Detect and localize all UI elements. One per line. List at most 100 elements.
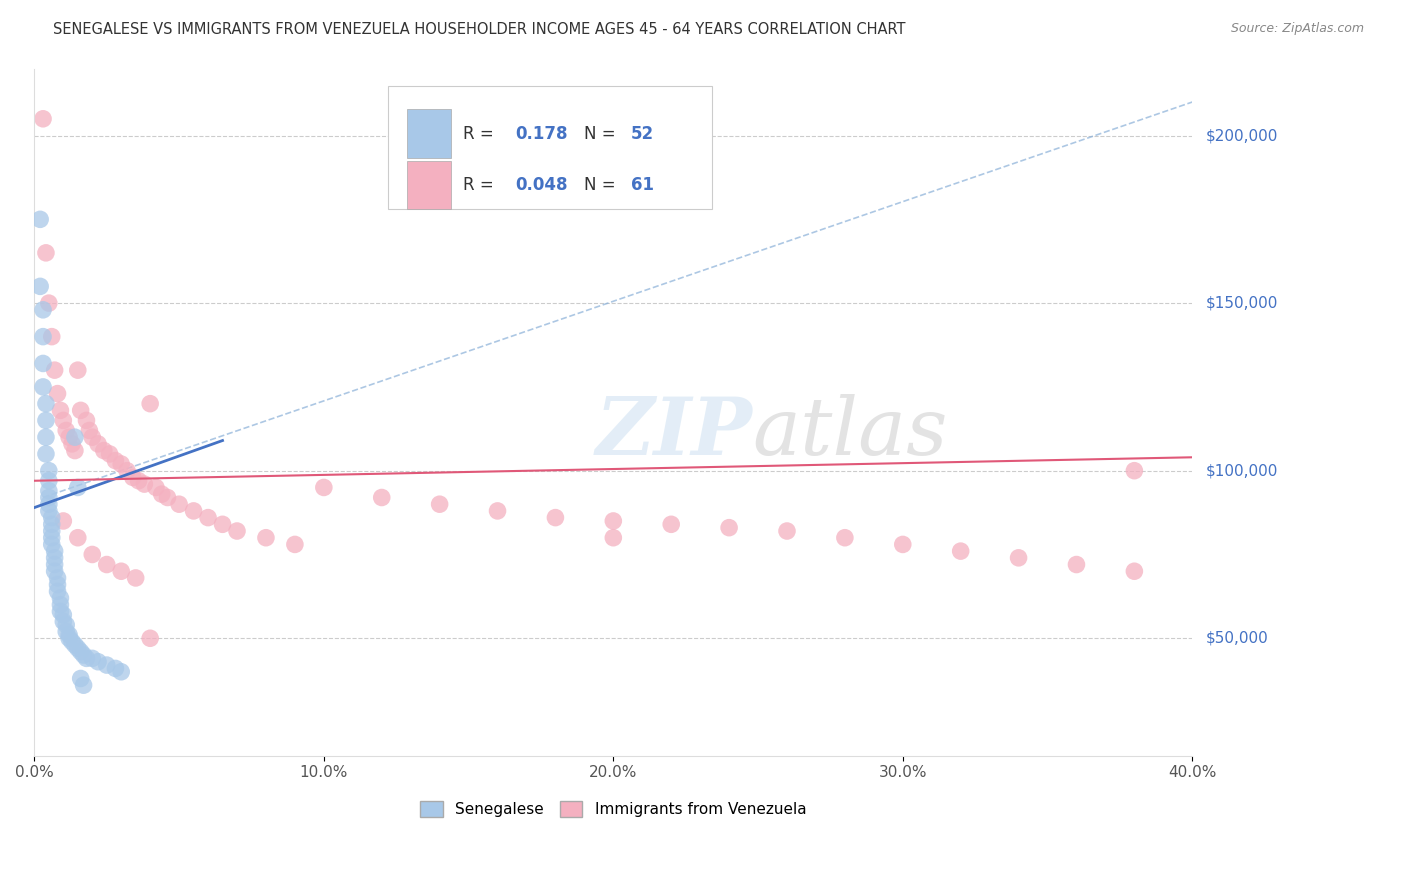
FancyBboxPatch shape (388, 86, 711, 210)
Immigrants from Venezuela (60, 437, 83, 451)
Text: R =: R = (463, 176, 499, 194)
Immigrants from Venezuela (38, 296, 60, 310)
Immigrants from Venezuela (226, 524, 249, 538)
Immigrants from Venezuela (834, 531, 856, 545)
Immigrants from Venezuela (35, 245, 58, 260)
Senegalese (87, 655, 110, 669)
Immigrants from Venezuela (183, 504, 205, 518)
Immigrants from Venezuela (110, 457, 132, 471)
Immigrants from Venezuela (63, 443, 86, 458)
Senegalese (82, 651, 104, 665)
Senegalese (38, 491, 60, 505)
Immigrants from Venezuela (66, 531, 89, 545)
Immigrants from Venezuela (429, 497, 451, 511)
Immigrants from Venezuela (284, 537, 307, 551)
Senegalese (58, 628, 80, 642)
Immigrants from Venezuela (1066, 558, 1088, 572)
Senegalese (44, 564, 66, 578)
Immigrants from Venezuela (1123, 464, 1146, 478)
Immigrants from Venezuela (82, 430, 104, 444)
Text: N =: N = (585, 176, 621, 194)
Senegalese (49, 591, 72, 605)
Senegalese (60, 634, 83, 648)
Text: $200,000: $200,000 (1206, 128, 1278, 143)
Text: $50,000: $50,000 (1206, 631, 1268, 646)
Senegalese (69, 672, 91, 686)
Senegalese (52, 615, 75, 629)
Immigrants from Venezuela (659, 517, 682, 532)
Senegalese (41, 537, 63, 551)
Senegalese (38, 474, 60, 488)
Immigrants from Venezuela (150, 487, 173, 501)
Immigrants from Venezuela (104, 453, 127, 467)
Senegalese (49, 598, 72, 612)
Senegalese (63, 430, 86, 444)
FancyBboxPatch shape (408, 161, 451, 209)
Text: N =: N = (585, 125, 621, 143)
Senegalese (63, 638, 86, 652)
Immigrants from Venezuela (87, 437, 110, 451)
Senegalese (38, 483, 60, 498)
Senegalese (44, 558, 66, 572)
Immigrants from Venezuela (949, 544, 972, 558)
Senegalese (35, 397, 58, 411)
Senegalese (32, 329, 55, 343)
Text: Source: ZipAtlas.com: Source: ZipAtlas.com (1230, 22, 1364, 36)
Immigrants from Venezuela (46, 386, 69, 401)
Immigrants from Venezuela (44, 363, 66, 377)
Immigrants from Venezuela (55, 424, 77, 438)
Senegalese (41, 531, 63, 545)
Senegalese (96, 658, 118, 673)
Senegalese (46, 577, 69, 591)
Immigrants from Venezuela (211, 517, 233, 532)
Senegalese (41, 524, 63, 538)
Senegalese (72, 678, 94, 692)
Senegalese (52, 607, 75, 622)
Senegalese (44, 544, 66, 558)
Senegalese (32, 302, 55, 317)
Senegalese (35, 413, 58, 427)
Immigrants from Venezuela (41, 329, 63, 343)
Text: 0.178: 0.178 (515, 125, 568, 143)
Immigrants from Venezuela (93, 443, 115, 458)
Text: SENEGALESE VS IMMIGRANTS FROM VENEZUELA HOUSEHOLDER INCOME AGES 45 - 64 YEARS CO: SENEGALESE VS IMMIGRANTS FROM VENEZUELA … (53, 22, 905, 37)
Senegalese (55, 618, 77, 632)
Immigrants from Venezuela (32, 112, 55, 126)
Senegalese (58, 632, 80, 646)
Immigrants from Venezuela (96, 558, 118, 572)
Senegalese (49, 604, 72, 618)
Text: ZIP: ZIP (595, 394, 752, 471)
Immigrants from Venezuela (718, 521, 741, 535)
Immigrants from Venezuela (115, 464, 138, 478)
Senegalese (46, 584, 69, 599)
Senegalese (32, 356, 55, 370)
Immigrants from Venezuela (602, 514, 624, 528)
Senegalese (55, 624, 77, 639)
Immigrants from Venezuela (76, 413, 98, 427)
Immigrants from Venezuela (110, 564, 132, 578)
Immigrants from Venezuela (254, 531, 277, 545)
Senegalese (35, 430, 58, 444)
Immigrants from Venezuela (125, 571, 148, 585)
Senegalese (69, 645, 91, 659)
Senegalese (44, 550, 66, 565)
Senegalese (72, 648, 94, 662)
FancyBboxPatch shape (408, 110, 451, 158)
Immigrants from Venezuela (139, 632, 162, 646)
Senegalese (35, 447, 58, 461)
Immigrants from Venezuela (52, 413, 75, 427)
Senegalese (38, 497, 60, 511)
Legend: Senegalese, Immigrants from Venezuela: Senegalese, Immigrants from Venezuela (415, 796, 813, 823)
Immigrants from Venezuela (134, 477, 156, 491)
Immigrants from Venezuela (121, 470, 143, 484)
Immigrants from Venezuela (891, 537, 914, 551)
Immigrants from Venezuela (79, 424, 101, 438)
Senegalese (41, 510, 63, 524)
Senegalese (41, 517, 63, 532)
Immigrants from Venezuela (82, 548, 104, 562)
Immigrants from Venezuela (544, 510, 567, 524)
Immigrants from Venezuela (49, 403, 72, 417)
Immigrants from Venezuela (1007, 550, 1029, 565)
Senegalese (76, 651, 98, 665)
Senegalese (30, 212, 52, 227)
